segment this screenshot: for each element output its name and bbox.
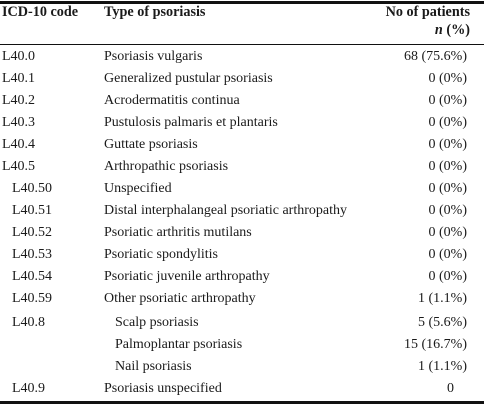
table-row: L40.51 Distal interphalangeal psoriatic … — [0, 201, 484, 223]
row-count: 15 (16.7%) — [404, 337, 467, 352]
row-count: 0 (0%) — [428, 159, 468, 174]
row-type: Unspecified — [104, 181, 172, 196]
table-row: L40.4 Guttate psoriasis 0 (0%) — [0, 135, 484, 157]
row-count: 0 (0%) — [428, 203, 468, 218]
row-type: Generalized pustular psoriasis — [104, 71, 273, 86]
table-row: L40.54 Psoriatic juvenile arthropathy 0 … — [0, 267, 484, 289]
row-count: 0 (0%) — [428, 115, 468, 130]
row-type: Scalp psoriasis — [115, 315, 199, 330]
row-code: L40.9 — [12, 381, 46, 396]
header-count-unit: n (%) — [435, 22, 470, 39]
table-row: Nail psoriasis 1 (1.1%) — [0, 357, 484, 379]
row-code: L40.52 — [12, 225, 53, 240]
row-count: 1 (1.1%) — [418, 359, 467, 374]
table-row: L40.5 Arthropathic psoriasis 0 (0%) — [0, 157, 484, 179]
row-code: L40.50 — [12, 181, 53, 196]
table-row: L40.9 Psoriasis unspecified 0 — [0, 379, 484, 401]
row-count: 1 (1.1%) — [418, 291, 467, 306]
table-row: L40.8 Scalp psoriasis 5 (5.6%) — [0, 313, 484, 335]
header-type: Type of psoriasis — [104, 4, 206, 20]
row-type: Acrodermatitis continua — [104, 93, 240, 108]
row-count: 68 (75.6%) — [404, 49, 467, 64]
row-count: 0 (0%) — [428, 269, 468, 284]
row-code: L40.2 — [2, 93, 36, 108]
table-top-rule — [0, 1, 484, 4]
row-code: L40.53 — [12, 247, 53, 262]
row-type: Other psoriatic arthropathy — [104, 291, 256, 306]
table-row: L40.52 Psoriatic arthritis mutilans 0 (0… — [0, 223, 484, 245]
row-type: Nail psoriasis — [115, 359, 192, 374]
row-type: Arthropathic psoriasis — [104, 159, 229, 174]
row-type: Palmoplantar psoriasis — [115, 337, 243, 352]
row-type: Psoriatic juvenile arthropathy — [104, 269, 270, 284]
header-count-n: n — [434, 22, 443, 38]
header-icd-code: ICD-10 code — [2, 4, 79, 20]
table-row: L40.53 Psoriatic spondylitis 0 (0%) — [0, 245, 484, 267]
row-type: Psoriatic arthritis mutilans — [104, 225, 252, 240]
table-row: L40.50 Unspecified 0 (0%) — [0, 179, 484, 201]
row-code: L40.54 — [12, 269, 53, 284]
row-count: 5 (5.6%) — [418, 315, 467, 330]
row-count: 0 (0%) — [428, 137, 468, 152]
table-row: L40.1 Generalized pustular psoriasis 0 (… — [0, 69, 484, 91]
row-count: 0 (0%) — [428, 247, 468, 262]
row-code: L40.0 — [2, 49, 36, 64]
row-code: L40.4 — [2, 137, 36, 152]
row-count: 0 (0%) — [428, 225, 468, 240]
table-row: L40.2 Acrodermatitis continua 0 (0%) — [0, 91, 484, 113]
header-count-pct: (%) — [446, 22, 470, 38]
row-code: L40.1 — [2, 71, 36, 86]
row-type: Psoriasis vulgaris — [104, 49, 203, 64]
header-count: No of patients — [385, 4, 470, 20]
table-bottom-rule — [0, 401, 484, 404]
row-type: Distal interphalangeal psoriatic arthrop… — [104, 203, 347, 218]
row-code: L40.59 — [12, 291, 53, 306]
row-code: L40.51 — [12, 203, 53, 218]
row-count: 0 — [447, 381, 454, 396]
table-row: L40.59 Other psoriatic arthropathy 1 (1.… — [0, 289, 484, 311]
table-row: L40.0 Psoriasis vulgaris 68 (75.6%) — [0, 47, 484, 69]
table-row: L40.3 Pustulosis palmaris et plantaris 0… — [0, 113, 484, 135]
row-code: L40.8 — [12, 315, 46, 330]
row-code: L40.5 — [2, 159, 36, 174]
row-type: Psoriatic spondylitis — [104, 247, 218, 262]
row-count: 0 (0%) — [428, 93, 468, 108]
table-header-rule — [0, 44, 484, 45]
row-count: 0 (0%) — [428, 71, 468, 86]
row-count: 0 (0%) — [428, 181, 468, 196]
table-row: Palmoplantar psoriasis 15 (16.7%) — [0, 335, 484, 357]
row-code: L40.3 — [2, 115, 36, 130]
row-type: Psoriasis unspecified — [104, 381, 222, 396]
row-type: Pustulosis palmaris et plantaris — [104, 115, 278, 130]
row-type: Guttate psoriasis — [104, 137, 198, 152]
